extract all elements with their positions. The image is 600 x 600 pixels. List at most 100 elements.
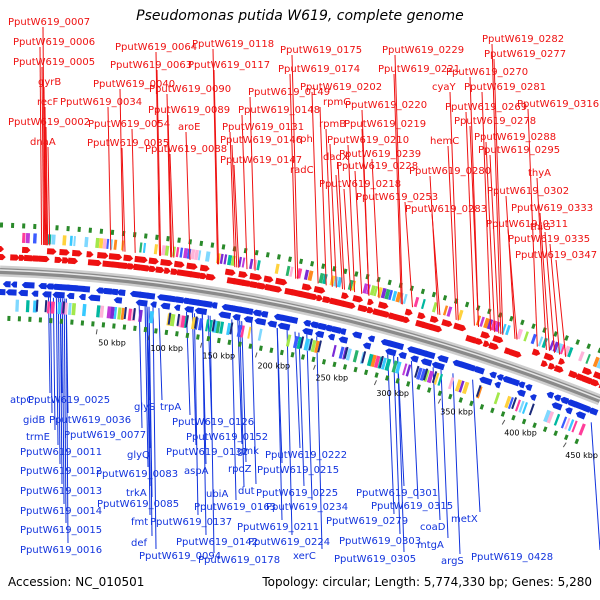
cog-bar bbox=[475, 384, 482, 398]
reverse-gene-arrow bbox=[88, 294, 101, 302]
gene-label-reverse: PputW619_0077 bbox=[64, 430, 146, 441]
cog-bar bbox=[64, 302, 68, 315]
forward-gene-arrow bbox=[275, 277, 288, 286]
cog-bar bbox=[419, 368, 427, 381]
cog-bar bbox=[84, 236, 89, 248]
forward-gene-arrow bbox=[0, 245, 5, 253]
cog-bar bbox=[553, 413, 561, 426]
cog-bar bbox=[240, 325, 245, 338]
forward-gene-arrow bbox=[316, 294, 323, 302]
leader-line bbox=[472, 379, 481, 513]
gene-label-reverse: PputW619_0014 bbox=[20, 506, 102, 517]
gene-label-forward: PputW619_0064 bbox=[115, 42, 197, 53]
forward-gene-arrow bbox=[379, 310, 391, 318]
reverse-gene-arrow bbox=[38, 282, 47, 290]
leader-line bbox=[440, 369, 449, 539]
gene-label-reverse: PputW619_0303 bbox=[339, 536, 421, 547]
gene-label-forward: PputW619_0277 bbox=[484, 49, 566, 60]
cog-bar bbox=[541, 337, 548, 349]
cog-bar bbox=[366, 353, 374, 367]
forward-gene-arrow bbox=[148, 257, 159, 265]
leader-line bbox=[233, 164, 240, 268]
scale-tick bbox=[501, 419, 506, 425]
leader-line bbox=[325, 128, 333, 287]
cog-bar bbox=[338, 346, 345, 359]
reverse-gene-arrow bbox=[42, 291, 52, 298]
forward-gene-arrow bbox=[61, 257, 70, 264]
reverse-gene-arrow bbox=[551, 402, 563, 411]
gene-label-forward: PputW619_0229 bbox=[382, 45, 464, 56]
tick-mark bbox=[70, 319, 74, 325]
forward-gene-arrow bbox=[482, 340, 490, 348]
gene-label-reverse: PputW619_0152 bbox=[186, 432, 268, 443]
cog-bar bbox=[420, 298, 426, 310]
tick-mark bbox=[311, 356, 316, 363]
cog-bar bbox=[521, 402, 528, 415]
cog-bar bbox=[516, 328, 523, 340]
leader-line bbox=[319, 106, 327, 286]
leader-line bbox=[410, 360, 419, 500]
tick-mark bbox=[276, 254, 281, 260]
gene-label-forward: PputW619_0269 bbox=[445, 102, 527, 113]
tick-mark bbox=[310, 261, 315, 267]
gene-label-forward: gyrB bbox=[38, 77, 61, 88]
gene-label-forward: PputW619_0282 bbox=[482, 34, 564, 45]
leader-line bbox=[491, 43, 502, 335]
scale-label: 450 kbp bbox=[565, 451, 598, 460]
cog-bar bbox=[378, 355, 384, 368]
reverse-gene-arrow bbox=[303, 319, 311, 327]
gene-label-reverse: aspA bbox=[184, 466, 209, 477]
gene-label-forward: rpmG bbox=[323, 97, 351, 108]
tick-mark bbox=[49, 318, 53, 324]
gene-label-forward: dnaA bbox=[30, 137, 56, 148]
reverse-gene-arrow bbox=[546, 391, 555, 399]
gene-label-forward: PputW619_0270 bbox=[446, 67, 528, 78]
gene-label-forward: rph bbox=[296, 134, 313, 145]
cog-bar bbox=[223, 254, 228, 265]
tick-mark bbox=[532, 422, 537, 429]
gene-label-forward: thiG bbox=[530, 222, 551, 233]
tick-mark bbox=[437, 390, 442, 397]
forward-gene-arrow bbox=[429, 323, 443, 333]
cog-bar bbox=[25, 300, 30, 313]
gene-label-forward: PputW619_0347 bbox=[515, 250, 597, 261]
leader-line bbox=[489, 154, 500, 334]
tick-mark bbox=[490, 407, 495, 414]
forward-gene-arrow bbox=[96, 251, 109, 259]
leader-line bbox=[469, 125, 479, 327]
leader-line bbox=[63, 298, 67, 524]
leader-line bbox=[465, 111, 475, 326]
cog-bar bbox=[523, 331, 529, 342]
cog-bar bbox=[113, 239, 118, 250]
tick-mark bbox=[101, 322, 106, 328]
forward-gene-arrow bbox=[23, 254, 35, 262]
gene-label-forward: PputW619_0218 bbox=[319, 179, 401, 190]
cog-bar bbox=[226, 322, 232, 336]
scale-tick bbox=[373, 380, 377, 386]
tick-mark bbox=[77, 226, 81, 233]
leader-line bbox=[329, 143, 337, 288]
leader-line bbox=[276, 327, 283, 521]
forward-gene-arrow bbox=[417, 312, 426, 320]
gene-label-reverse: PputW619_0222 bbox=[265, 450, 347, 461]
reverse-gene-arrow bbox=[5, 289, 17, 296]
leader-line bbox=[39, 46, 43, 245]
tick-mark bbox=[343, 268, 348, 275]
gene-label-reverse: gmk bbox=[237, 446, 259, 457]
reverse-gene-arrow bbox=[194, 299, 206, 307]
gene-label-reverse: trpA bbox=[160, 402, 181, 413]
forward-gene-arrow bbox=[429, 315, 439, 323]
leader-line bbox=[447, 145, 457, 320]
cog-bar bbox=[62, 301, 66, 314]
forward-gene-arrow bbox=[173, 260, 185, 268]
gene-label-forward: PputW619_0040 bbox=[93, 79, 175, 90]
cog-bar bbox=[373, 286, 379, 297]
forward-gene-arrow bbox=[59, 249, 70, 256]
tick-mark bbox=[431, 291, 437, 298]
scale-label: 350 kbp bbox=[440, 408, 473, 417]
cog-bar bbox=[567, 346, 574, 358]
tick-mark bbox=[509, 315, 514, 322]
reverse-gene-arrow bbox=[210, 302, 218, 309]
gene-label-reverse: PputW619_0132 bbox=[166, 447, 248, 458]
reverse-gene-arrow bbox=[302, 327, 314, 336]
